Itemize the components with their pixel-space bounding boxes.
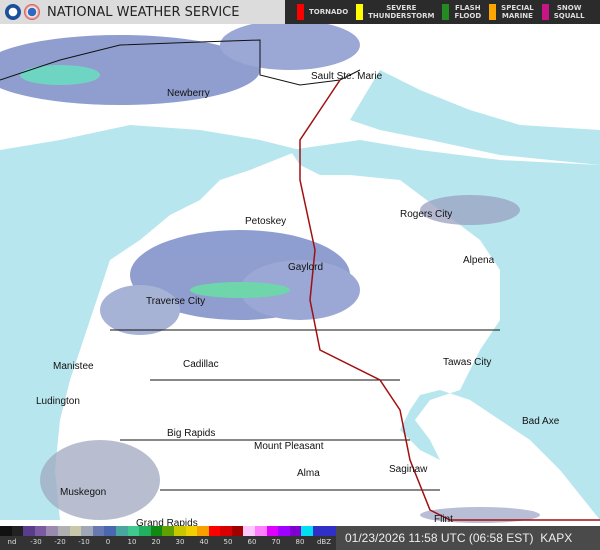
color-step <box>69 526 82 536</box>
color-step <box>197 526 209 536</box>
warning-label: SEVERE THUNDERSTORM <box>368 4 435 20</box>
color-step <box>301 526 314 536</box>
colorbar-tick: -30 <box>30 538 42 546</box>
color-step <box>185 526 198 536</box>
city-label: Newberry <box>167 88 210 99</box>
color-step <box>289 526 302 536</box>
color-step <box>324 526 337 536</box>
colorbar-tick: 0 <box>105 538 111 546</box>
city-label: Gaylord <box>288 262 324 273</box>
colorbar-tick: 40 <box>199 538 209 546</box>
tornado-swatch <box>297 4 304 20</box>
color-step <box>34 526 47 536</box>
color-step <box>150 526 163 536</box>
color-ramp <box>0 526 337 536</box>
color-step <box>266 526 279 536</box>
colorbar-tick: 70 <box>271 538 281 546</box>
warning-label: TORNADO <box>309 8 349 16</box>
color-step <box>162 526 174 536</box>
city-label: Cadillac <box>183 359 219 370</box>
colorbar-tick: 50 <box>223 538 233 546</box>
city-label: Flint <box>434 514 453 525</box>
colorbar-tick: nd <box>7 538 17 546</box>
radar-returns <box>0 20 540 523</box>
page-title: NATIONAL WEATHER SERVICE <box>47 4 240 20</box>
colorbar-tick: 20 <box>151 538 161 546</box>
color-step <box>243 526 256 536</box>
city-label: Mount Pleasant <box>254 441 324 452</box>
city-label: Rogers City <box>400 209 453 220</box>
color-step <box>278 526 290 536</box>
header-bar: NATIONAL WEATHER SERVICE <box>0 0 285 24</box>
color-step <box>220 526 232 536</box>
city-label: Petoskey <box>245 216 287 227</box>
radar-site: KAPX <box>540 531 573 545</box>
colorbar-tick: 80 <box>295 538 305 546</box>
city-label: Bad Axe <box>522 416 560 427</box>
nws-logo-icon <box>24 4 40 20</box>
color-step <box>127 526 140 536</box>
color-step <box>11 526 24 536</box>
colorbar-tick: -20 <box>54 538 66 546</box>
color-step <box>57 526 70 536</box>
cwa-boundary <box>299 79 600 521</box>
city-label: Big Rapids <box>167 428 216 439</box>
color-step <box>46 526 58 536</box>
color-step <box>255 526 267 536</box>
flash-flood-swatch <box>442 4 450 20</box>
color-step <box>208 526 221 536</box>
city-label: Muskegon <box>60 487 107 498</box>
warning-label: SPECIAL MARINE <box>501 4 534 20</box>
city-label: Grand Rapids <box>136 518 198 529</box>
snow-squall-swatch <box>541 4 549 20</box>
color-step <box>115 526 128 536</box>
city-label: Alpena <box>463 255 495 266</box>
footer-bar: nd -30 -20 -10 0 10 20 30 40 50 60 70 80 dBZ 01/23/20… <box>0 526 600 550</box>
city-label: Sault Ste. Marie <box>311 71 383 82</box>
severe-thunderstorm-swatch <box>356 4 364 20</box>
color-step <box>81 526 93 536</box>
warning-label: FLASH FLOOD <box>454 4 482 20</box>
special-marine-swatch <box>489 4 497 20</box>
colorbar-tick: 30 <box>175 538 185 546</box>
colorbar-ticks: nd -30 -20 -10 0 10 20 30 40 50 60 70 80 dBZ <box>0 538 336 550</box>
noaa-logo-icon <box>5 4 21 20</box>
timestamp: 01/23/2026 11:58 UTC (06:58 EST) KAPX <box>336 526 600 550</box>
warning-snow-squall: SNOW SQUALL <box>541 4 585 20</box>
color-step <box>231 526 244 536</box>
color-step <box>313 526 325 536</box>
colorbar-tick: -10 <box>78 538 90 546</box>
colorbar-tick: 10 <box>127 538 137 546</box>
reflectivity-colorbar: nd -30 -20 -10 0 10 20 30 40 50 60 70 80 dBZ <box>0 526 337 550</box>
colorbar-tick: dBZ <box>316 538 332 546</box>
city-label: Traverse City <box>146 296 206 307</box>
color-step <box>139 526 151 536</box>
colorbar-tick: 60 <box>247 538 257 546</box>
color-step <box>104 526 116 536</box>
color-step <box>0 526 12 536</box>
color-step <box>92 526 105 536</box>
city-label: Tawas City <box>443 357 492 368</box>
city-label: Alma <box>297 468 320 479</box>
warning-special-marine: SPECIAL MARINE <box>489 4 534 20</box>
color-step <box>23 526 35 536</box>
lakes <box>0 70 600 520</box>
city-label: Ludington <box>36 396 80 407</box>
warning-tornado: TORNADO <box>297 4 348 20</box>
warning-legend: TORNADO SEVERE THUNDERSTORM FLASH FLOOD … <box>285 0 600 24</box>
city-label: Manistee <box>53 361 94 372</box>
warning-label: SNOW SQUALL <box>553 4 585 20</box>
warning-flash-flood: FLASH FLOOD <box>442 4 481 20</box>
city-label: Saginaw <box>389 464 428 475</box>
color-step <box>173 526 186 536</box>
warning-severe-thunderstorm: SEVERE THUNDERSTORM <box>356 4 434 20</box>
timestamp-text: 01/23/2026 11:58 UTC (06:58 EST) <box>345 531 534 545</box>
